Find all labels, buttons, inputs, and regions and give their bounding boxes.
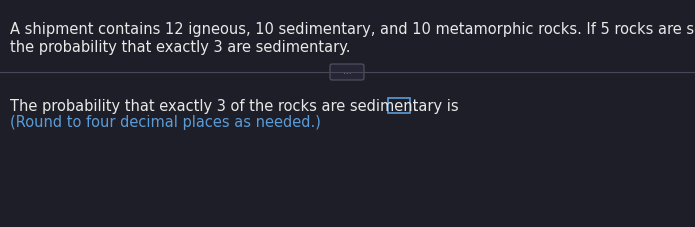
Text: ...: ... [343, 67, 351, 76]
FancyBboxPatch shape [388, 98, 410, 113]
Text: the probability that exactly 3 are sedimentary.: the probability that exactly 3 are sedim… [10, 40, 350, 55]
Text: The probability that exactly 3 of the rocks are sedimentary is: The probability that exactly 3 of the ro… [10, 99, 459, 114]
Text: A shipment contains 12 igneous, 10 sedimentary, and 10 metamorphic rocks. If 5 r: A shipment contains 12 igneous, 10 sedim… [10, 22, 695, 37]
Text: .: . [412, 99, 417, 114]
Text: (Round to four decimal places as needed.): (Round to four decimal places as needed.… [10, 115, 321, 130]
FancyBboxPatch shape [330, 64, 364, 80]
